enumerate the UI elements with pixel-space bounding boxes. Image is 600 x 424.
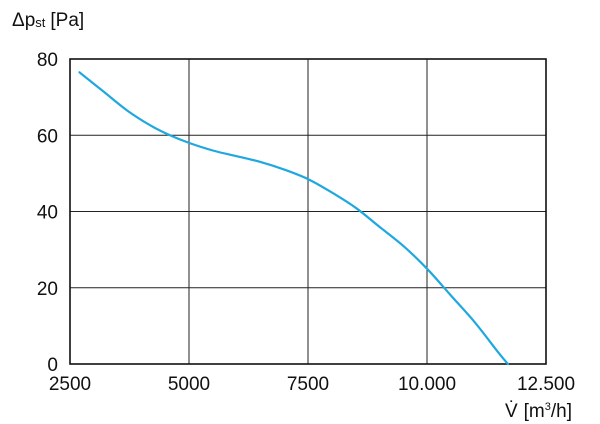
x-tick-label-1: 5000 — [168, 374, 210, 395]
grid-lines — [69, 58, 547, 365]
x-tick-label-3: 10.000 — [398, 374, 456, 395]
y-tick-labels: 0 20 40 60 80 — [37, 50, 58, 376]
y-axis-label: Δpst [Pa] — [12, 10, 84, 31]
series-layer — [78, 71, 510, 366]
x-tick-label-4: 12.500 — [517, 374, 575, 395]
x-tick-label-2: 7500 — [287, 374, 329, 395]
y-tick-label-1: 20 — [37, 279, 58, 300]
x-tick-labels: 2500 5000 7500 10.000 12.500 — [49, 374, 575, 395]
y-tick-label-2: 40 — [37, 203, 58, 224]
y-tick-label-3: 60 — [37, 126, 58, 147]
y-tick-label-0: 0 — [47, 355, 58, 376]
y-tick-label-4: 80 — [37, 50, 58, 71]
plot-frame — [69, 58, 547, 365]
x-tick-label-0: 2500 — [49, 374, 91, 395]
x-axis-label: V̇ [m3/h] — [505, 401, 572, 422]
series-line-0 — [78, 71, 510, 366]
